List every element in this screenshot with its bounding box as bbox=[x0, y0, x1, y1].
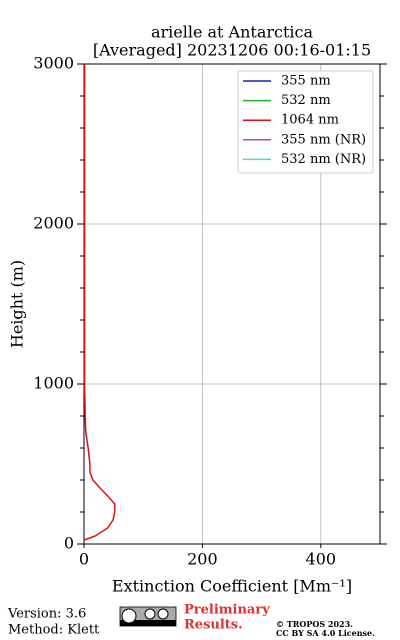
data-line bbox=[83, 64, 116, 541]
legend-label: 355 nm (NR) bbox=[281, 132, 366, 147]
chart-title: arielle at Antarctica bbox=[151, 23, 314, 42]
x-tick-label: 200 bbox=[187, 550, 218, 569]
y-tick-label: 0 bbox=[64, 534, 74, 553]
cc-logo bbox=[119, 606, 177, 627]
x-tick-label: 0 bbox=[79, 550, 89, 569]
legend-label: 355 nm bbox=[281, 74, 331, 89]
version: Version: 3.6 bbox=[7, 607, 86, 622]
legend-label: 532 nm (NR) bbox=[281, 152, 366, 167]
y-tick-label: 3000 bbox=[33, 54, 74, 73]
notice: Preliminary bbox=[184, 603, 270, 618]
x-axis-label: Extinction Coefficient [Mm⁻¹] bbox=[112, 577, 352, 596]
y-tick-label: 2000 bbox=[33, 214, 74, 233]
legend-label: 532 nm bbox=[281, 93, 331, 108]
method: Method: Klett bbox=[8, 623, 100, 638]
notice: Results. bbox=[184, 618, 243, 633]
x-tick-label: 400 bbox=[306, 550, 337, 569]
legend-box bbox=[237, 70, 374, 174]
copyright: CC BY SA 4.0 License. bbox=[276, 628, 375, 638]
y-axis-label: Height (m) bbox=[8, 260, 27, 348]
copyright: © TROPOS 2023. bbox=[276, 619, 353, 629]
y-tick-label: 1000 bbox=[33, 374, 74, 393]
legend-label: 1064 nm bbox=[281, 113, 339, 128]
chart-subtitle: [Averaged] 20231206 00:16-01:15 bbox=[93, 41, 371, 60]
